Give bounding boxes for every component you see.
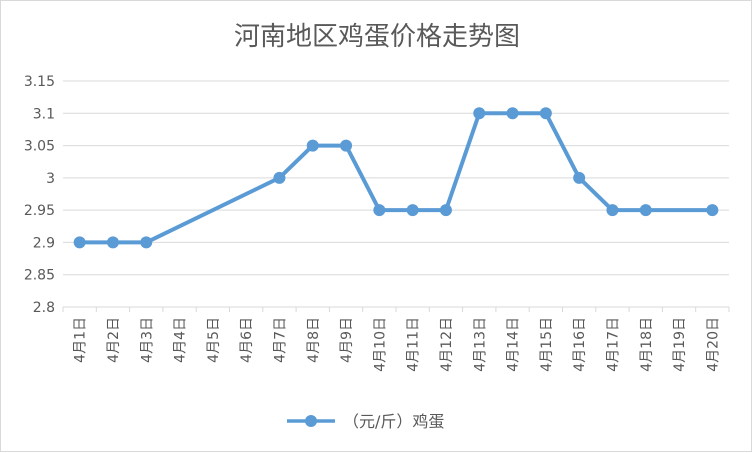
- x-tick-label: 4月1日: [73, 317, 89, 363]
- data-point: [306, 139, 319, 152]
- x-tick-label: 4月3日: [139, 317, 155, 363]
- x-tick-label: 4月6日: [239, 317, 255, 363]
- legend-marker-swatch: [305, 415, 317, 427]
- data-point: [539, 107, 552, 120]
- x-tick-label: 4月7日: [272, 317, 288, 363]
- x-tick-label: 4月15日: [539, 317, 555, 372]
- gridlines: [63, 80, 729, 308]
- data-point: [473, 107, 486, 120]
- x-tick-label: 4月5日: [206, 317, 222, 363]
- y-tick-label: 2.8: [33, 300, 55, 316]
- data-point: [406, 204, 419, 217]
- y-tick-label: 3.05: [24, 139, 55, 155]
- data-point: [639, 204, 652, 217]
- y-axis: 2.8 2.85 2.9 2.95 3 3.05 3.1 3.15: [24, 74, 55, 316]
- data-point: [373, 204, 386, 217]
- x-axis: 4月1日 4月2日 4月3日 4月4日 4月5日 4月6日 4月7日 4月8日 4月9日 4月10…: [62, 307, 730, 372]
- data-point: [506, 107, 519, 120]
- legend-label: （元/斤）鸡蛋: [343, 412, 444, 431]
- data-point: [140, 236, 153, 249]
- x-tick-label: 4月9日: [339, 317, 355, 363]
- x-tick-label: 4月12日: [439, 317, 455, 372]
- y-tick-label: 2.95: [24, 203, 55, 219]
- chart-title: 河南地区鸡蛋价格走势图: [234, 22, 520, 52]
- y-tick-label: 2.85: [24, 268, 55, 284]
- x-tick-label: 4月19日: [672, 317, 688, 372]
- data-point: [73, 236, 86, 249]
- data-point: [340, 139, 353, 152]
- data-point: [273, 171, 286, 184]
- x-tick-label: 4月10日: [372, 317, 388, 372]
- x-tick-label: 4月4日: [173, 317, 189, 363]
- data-point: [573, 171, 586, 184]
- x-tick-label: 4月13日: [472, 317, 488, 372]
- series-line: [77, 111, 715, 245]
- y-tick-label: 2.9: [33, 235, 55, 251]
- data-point: [606, 204, 619, 217]
- data-point: [106, 236, 119, 249]
- x-tick-label: 4月2日: [106, 317, 122, 363]
- y-tick-label: 3.15: [24, 74, 55, 90]
- x-tick-label: 4月18日: [639, 317, 655, 372]
- x-tick-label: 4月17日: [605, 317, 621, 372]
- series-group: [73, 107, 719, 249]
- x-tick-label: 4月20日: [705, 317, 721, 372]
- x-tick-label: 4月8日: [306, 317, 322, 363]
- x-tick-label: 4月16日: [572, 317, 588, 372]
- x-tick-label: 4月14日: [506, 317, 522, 372]
- legend: （元/斤）鸡蛋: [287, 412, 444, 431]
- y-tick-label: 3.1: [33, 106, 55, 122]
- data-point: [706, 204, 719, 217]
- y-tick-label: 3: [46, 171, 55, 187]
- x-tick-label: 4月11日: [406, 317, 422, 372]
- data-point: [439, 204, 452, 217]
